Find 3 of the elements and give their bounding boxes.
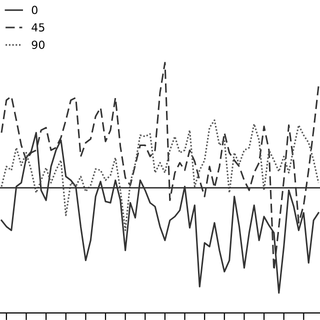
- legend-label: 90: [32, 40, 45, 49]
- legend-label: 45: [32, 23, 44, 32]
- legend-label: 0: [32, 6, 38, 14]
